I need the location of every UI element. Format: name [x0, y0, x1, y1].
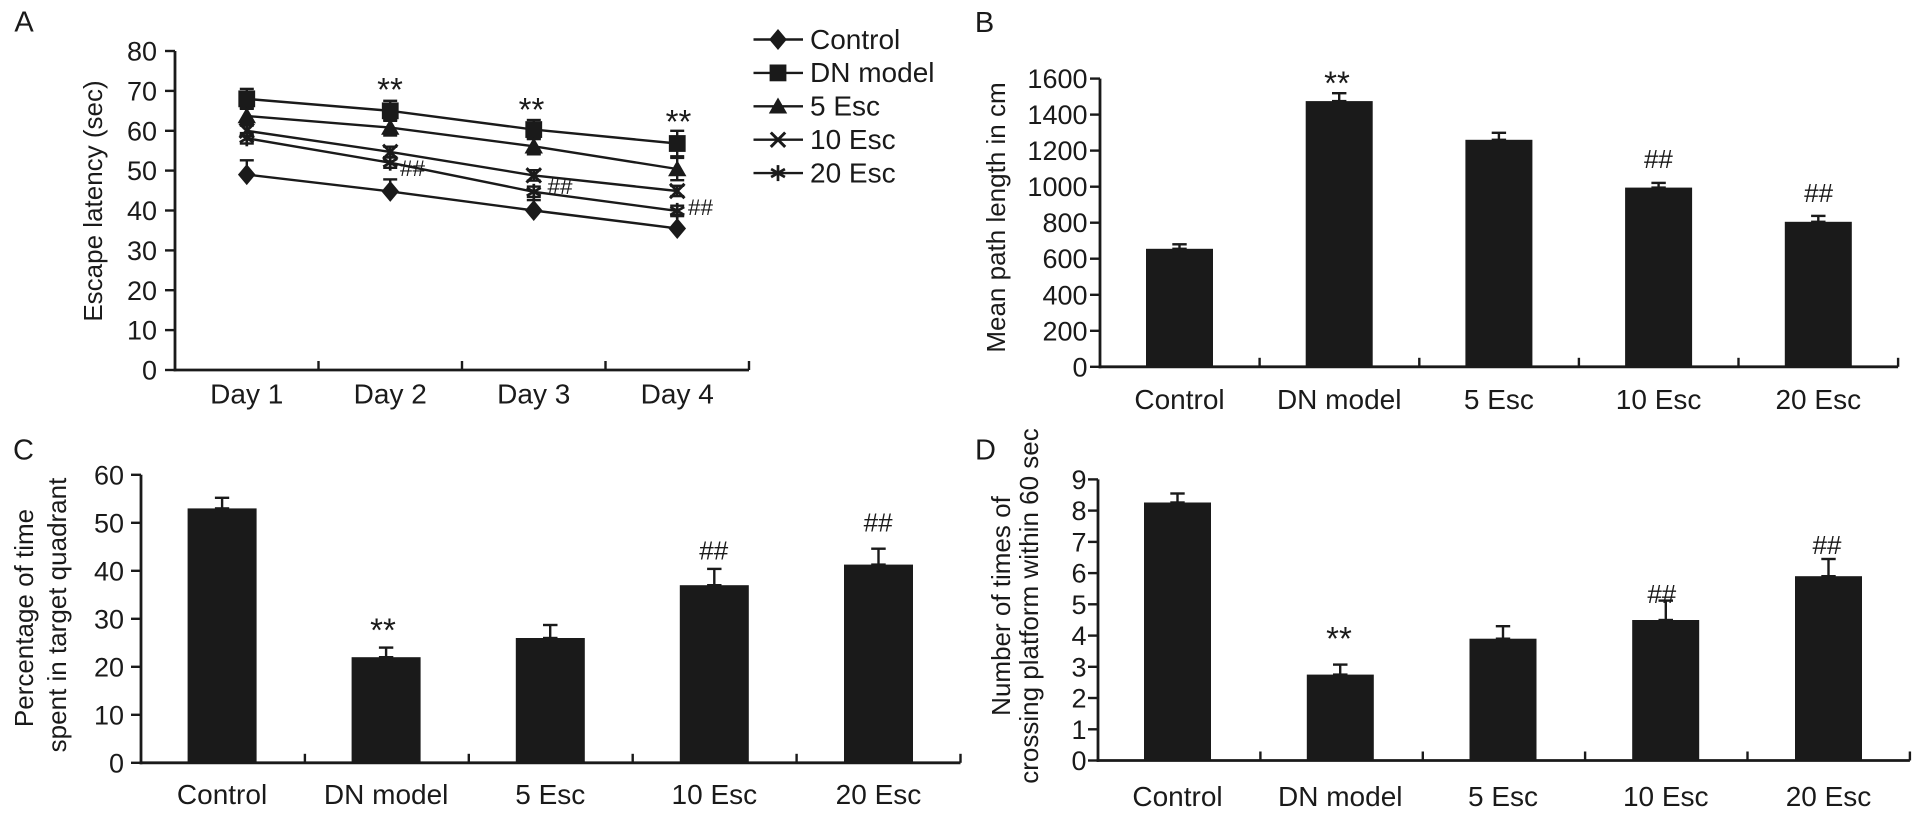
svg-text:0: 0 [109, 748, 124, 778]
svg-text:10 Esc: 10 Esc [672, 779, 758, 810]
svg-text:**: ** [1326, 620, 1352, 657]
svg-text:20 Esc: 20 Esc [1786, 781, 1872, 812]
svg-text:7: 7 [1071, 527, 1086, 557]
svg-text:Control: Control [177, 779, 267, 810]
svg-text:Day 3: Day 3 [497, 379, 570, 410]
svg-text:1200: 1200 [1027, 136, 1087, 166]
svg-text:Control: Control [810, 24, 900, 55]
svg-text:10 Esc: 10 Esc [810, 124, 896, 155]
svg-text:DN model: DN model [324, 779, 448, 810]
svg-text:800: 800 [1042, 208, 1087, 238]
svg-text:20 Esc: 20 Esc [810, 157, 896, 188]
svg-text:##: ## [699, 535, 728, 565]
svg-text:20: 20 [127, 276, 157, 306]
svg-text:10: 10 [127, 316, 157, 346]
svg-text:600: 600 [1042, 244, 1087, 274]
svg-text:6: 6 [1071, 559, 1086, 589]
svg-text:Escape latency (sec): Escape latency (sec) [78, 80, 108, 321]
svg-text:Day 2: Day 2 [354, 379, 427, 410]
svg-text:Percentage of time: Percentage of time [9, 509, 39, 727]
svg-text:**: ** [1324, 65, 1350, 102]
svg-text:40: 40 [127, 196, 157, 226]
svg-text:80: 80 [127, 37, 157, 67]
svg-text:20 Esc: 20 Esc [836, 779, 922, 810]
svg-text:0: 0 [142, 356, 157, 386]
svg-text:C: C [13, 434, 34, 466]
svg-text:5 Esc: 5 Esc [1464, 384, 1534, 415]
svg-text:##: ## [400, 156, 426, 181]
svg-text:400: 400 [1042, 280, 1087, 310]
svg-text:##: ## [1647, 579, 1676, 609]
svg-text:50: 50 [127, 156, 157, 186]
svg-text:D: D [975, 434, 996, 466]
svg-text:30: 30 [127, 236, 157, 266]
svg-text:Day 4: Day 4 [641, 379, 714, 410]
svg-text:60: 60 [94, 460, 124, 490]
svg-text:##: ## [1644, 144, 1673, 174]
svg-text:40: 40 [94, 556, 124, 586]
svg-text:Day 1: Day 1 [210, 379, 283, 410]
svg-text:**: ** [666, 103, 692, 140]
svg-text:8: 8 [1071, 496, 1086, 526]
svg-text:9: 9 [1071, 465, 1086, 495]
svg-text:3: 3 [1071, 652, 1086, 682]
svg-text:DN model: DN model [1278, 781, 1402, 812]
svg-text:60: 60 [127, 116, 157, 146]
svg-text:20 Esc: 20 Esc [1775, 384, 1861, 415]
svg-text:**: ** [519, 91, 545, 128]
svg-text:0: 0 [1071, 746, 1086, 776]
svg-text:Mean path length in cm: Mean path length in cm [981, 82, 1011, 352]
svg-text:20: 20 [94, 652, 124, 682]
svg-text:B: B [975, 7, 994, 39]
svg-text:0: 0 [1072, 352, 1087, 382]
svg-text:Control: Control [1134, 384, 1224, 415]
svg-text:1600: 1600 [1027, 64, 1087, 94]
svg-text:5 Esc: 5 Esc [1468, 781, 1538, 812]
svg-text:spent in target quadrant: spent in target quadrant [42, 477, 72, 752]
svg-text:2: 2 [1071, 684, 1086, 714]
svg-text:10 Esc: 10 Esc [1623, 781, 1709, 812]
svg-text:Number of times of: Number of times of [986, 495, 1016, 715]
svg-text:5: 5 [1071, 590, 1086, 620]
svg-text:5 Esc: 5 Esc [515, 779, 585, 810]
svg-text:30: 30 [94, 604, 124, 634]
svg-text:10: 10 [94, 700, 124, 730]
svg-text:##: ## [864, 508, 893, 538]
svg-text:10 Esc: 10 Esc [1616, 384, 1702, 415]
svg-text:crossing platform within 60 se: crossing platform within 60 sec [1014, 428, 1044, 783]
svg-text:A: A [14, 7, 34, 39]
svg-text:5 Esc: 5 Esc [810, 91, 880, 122]
svg-text:70: 70 [127, 76, 157, 106]
svg-text:Control: Control [1132, 781, 1222, 812]
svg-text:**: ** [377, 71, 403, 108]
svg-text:**: ** [370, 612, 396, 649]
svg-text:200: 200 [1042, 316, 1087, 346]
svg-text:##: ## [1804, 178, 1833, 208]
svg-text:1400: 1400 [1027, 100, 1087, 130]
svg-text:##: ## [688, 195, 714, 220]
svg-text:##: ## [1813, 530, 1842, 560]
svg-text:4: 4 [1071, 621, 1086, 651]
svg-text:##: ## [548, 174, 574, 199]
svg-text:1000: 1000 [1027, 172, 1087, 202]
svg-text:DN model: DN model [1277, 384, 1401, 415]
svg-text:DN model: DN model [810, 57, 934, 88]
svg-text:50: 50 [94, 508, 124, 538]
svg-text:1: 1 [1071, 715, 1086, 745]
